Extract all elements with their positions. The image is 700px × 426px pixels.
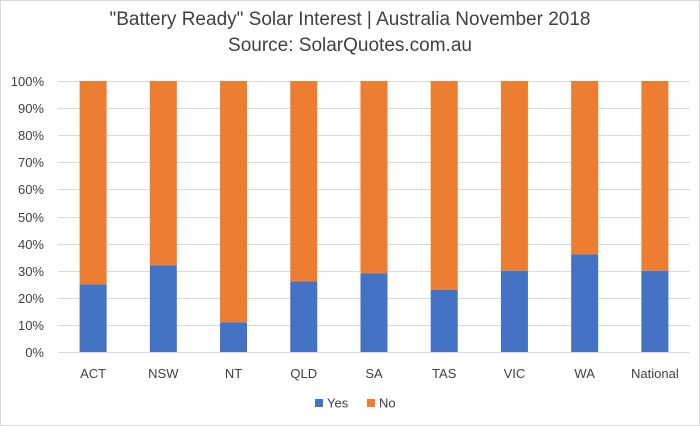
legend-swatch-no — [367, 399, 375, 407]
bar-no-sa — [360, 81, 388, 274]
bar-yes-vic — [500, 270, 528, 352]
bar-no-nsw — [149, 81, 177, 266]
legend-swatch-yes — [315, 399, 323, 407]
y-tick-label: 0% — [25, 345, 44, 360]
x-axis-ticks: ACT NSW NT QLD SA TAS VIC WA National — [80, 366, 679, 381]
chart-title: "Battery Ready" Solar Interest | Austral… — [109, 9, 591, 30]
bar-yes-tas — [430, 289, 458, 352]
y-tick-label: 10% — [18, 318, 44, 333]
y-tick-label: 80% — [18, 128, 44, 143]
bar-no-vic — [500, 81, 528, 271]
y-axis-ticks: 0% 10% 20% 30% 40% 50% 60% 70% 80% 90% 100% — [11, 74, 45, 360]
legend: Yes No — [315, 396, 396, 411]
y-tick-label: 50% — [18, 210, 44, 225]
x-tick-label: SA — [365, 366, 383, 381]
x-tick-label: ACT — [80, 366, 106, 381]
y-tick-label: 40% — [18, 237, 44, 252]
chart-subtitle: Source: SolarQuotes.com.au — [228, 35, 472, 56]
y-tick-label: 70% — [18, 155, 44, 170]
bar-no-tas — [430, 81, 458, 290]
y-tick-label: 60% — [18, 182, 44, 197]
bar-yes-nsw — [149, 265, 177, 352]
legend-label: Yes — [327, 396, 349, 411]
bars — [79, 81, 669, 352]
y-tick-label: 100% — [11, 74, 45, 89]
bar-no-act — [79, 81, 107, 285]
bar-no-national — [641, 81, 669, 271]
x-tick-label: QLD — [290, 366, 317, 381]
bar-yes-sa — [360, 273, 388, 352]
x-tick-label: VIC — [504, 366, 526, 381]
y-tick-label: 20% — [18, 291, 44, 306]
x-tick-label: NSW — [148, 366, 179, 381]
x-tick-label: WA — [574, 366, 595, 381]
legend-label: No — [379, 396, 396, 411]
bar-yes-national — [641, 270, 669, 352]
x-tick-label: National — [631, 366, 679, 381]
bar-no-qld — [290, 81, 318, 282]
y-tick-label: 30% — [18, 264, 44, 279]
bar-yes-qld — [290, 281, 318, 352]
x-tick-label: NT — [225, 366, 242, 381]
bar-no-wa — [571, 81, 599, 255]
bar-yes-wa — [571, 254, 599, 352]
y-tick-label: 90% — [18, 101, 44, 116]
x-tick-label: TAS — [432, 366, 457, 381]
bar-yes-nt — [220, 322, 248, 352]
bar-yes-act — [79, 284, 107, 352]
bar-no-nt — [220, 81, 248, 323]
